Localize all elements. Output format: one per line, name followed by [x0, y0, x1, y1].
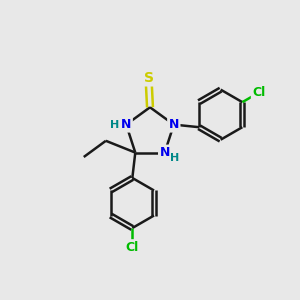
Text: N: N [169, 118, 179, 131]
Text: H: H [110, 120, 120, 130]
Text: Cl: Cl [126, 241, 139, 254]
Text: N: N [160, 146, 170, 159]
Text: Cl: Cl [252, 86, 266, 99]
Text: S: S [143, 71, 154, 85]
Text: N: N [121, 118, 131, 131]
Text: H: H [170, 153, 180, 163]
